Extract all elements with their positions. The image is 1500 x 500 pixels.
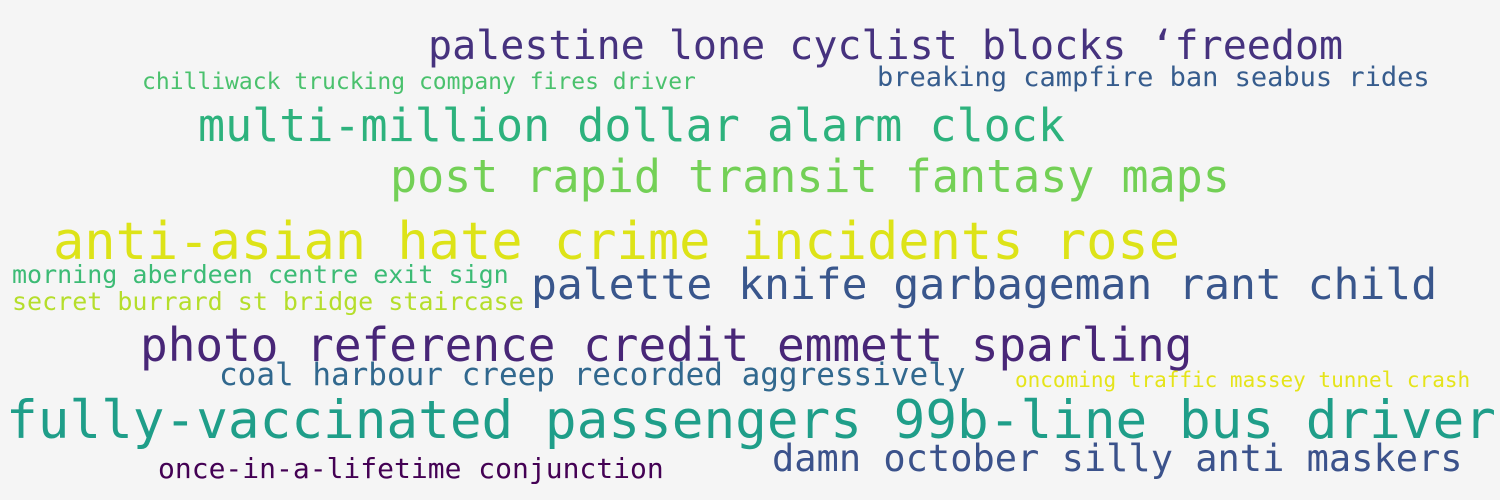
phrase-photo-credit: photo reference credit emmett sparling [140, 318, 1193, 372]
phrase-99b-line: fully-vaccinated passengers 99b-line bus… [6, 390, 1496, 451]
phrase-transit-maps: post rapid transit fantasy maps [390, 150, 1230, 203]
phrase-anti-asian: anti-asian hate crime incidents rose [53, 212, 1181, 272]
phrase-aberdeen: morning aberdeen centre exit sign [12, 260, 509, 289]
phrase-coal-harbour: coal harbour creep recorded aggressively [219, 357, 966, 393]
phrase-burrard: secret burrard st bridge staircase [12, 287, 524, 316]
phrase-anti-maskers: damn october silly anti maskers [772, 437, 1463, 480]
phrase-alarm-clock: multi-million dollar alarm clock [198, 99, 1065, 152]
phrase-campfire: breaking campfire ban seabus rides [877, 62, 1430, 93]
phrase-palestine: palestine lone cyclist blocks ‘freedom [428, 23, 1344, 69]
phrase-chilliwack: chilliwack trucking company fires driver [142, 69, 696, 95]
phrase-palette-knife: palette knife garbageman rant child [531, 260, 1438, 310]
phrase-conjunction: once-in-a-lifetime conjunction [158, 452, 664, 485]
phrase-massey-tunnel: oncoming traffic massey tunnel crash [1015, 368, 1471, 392]
